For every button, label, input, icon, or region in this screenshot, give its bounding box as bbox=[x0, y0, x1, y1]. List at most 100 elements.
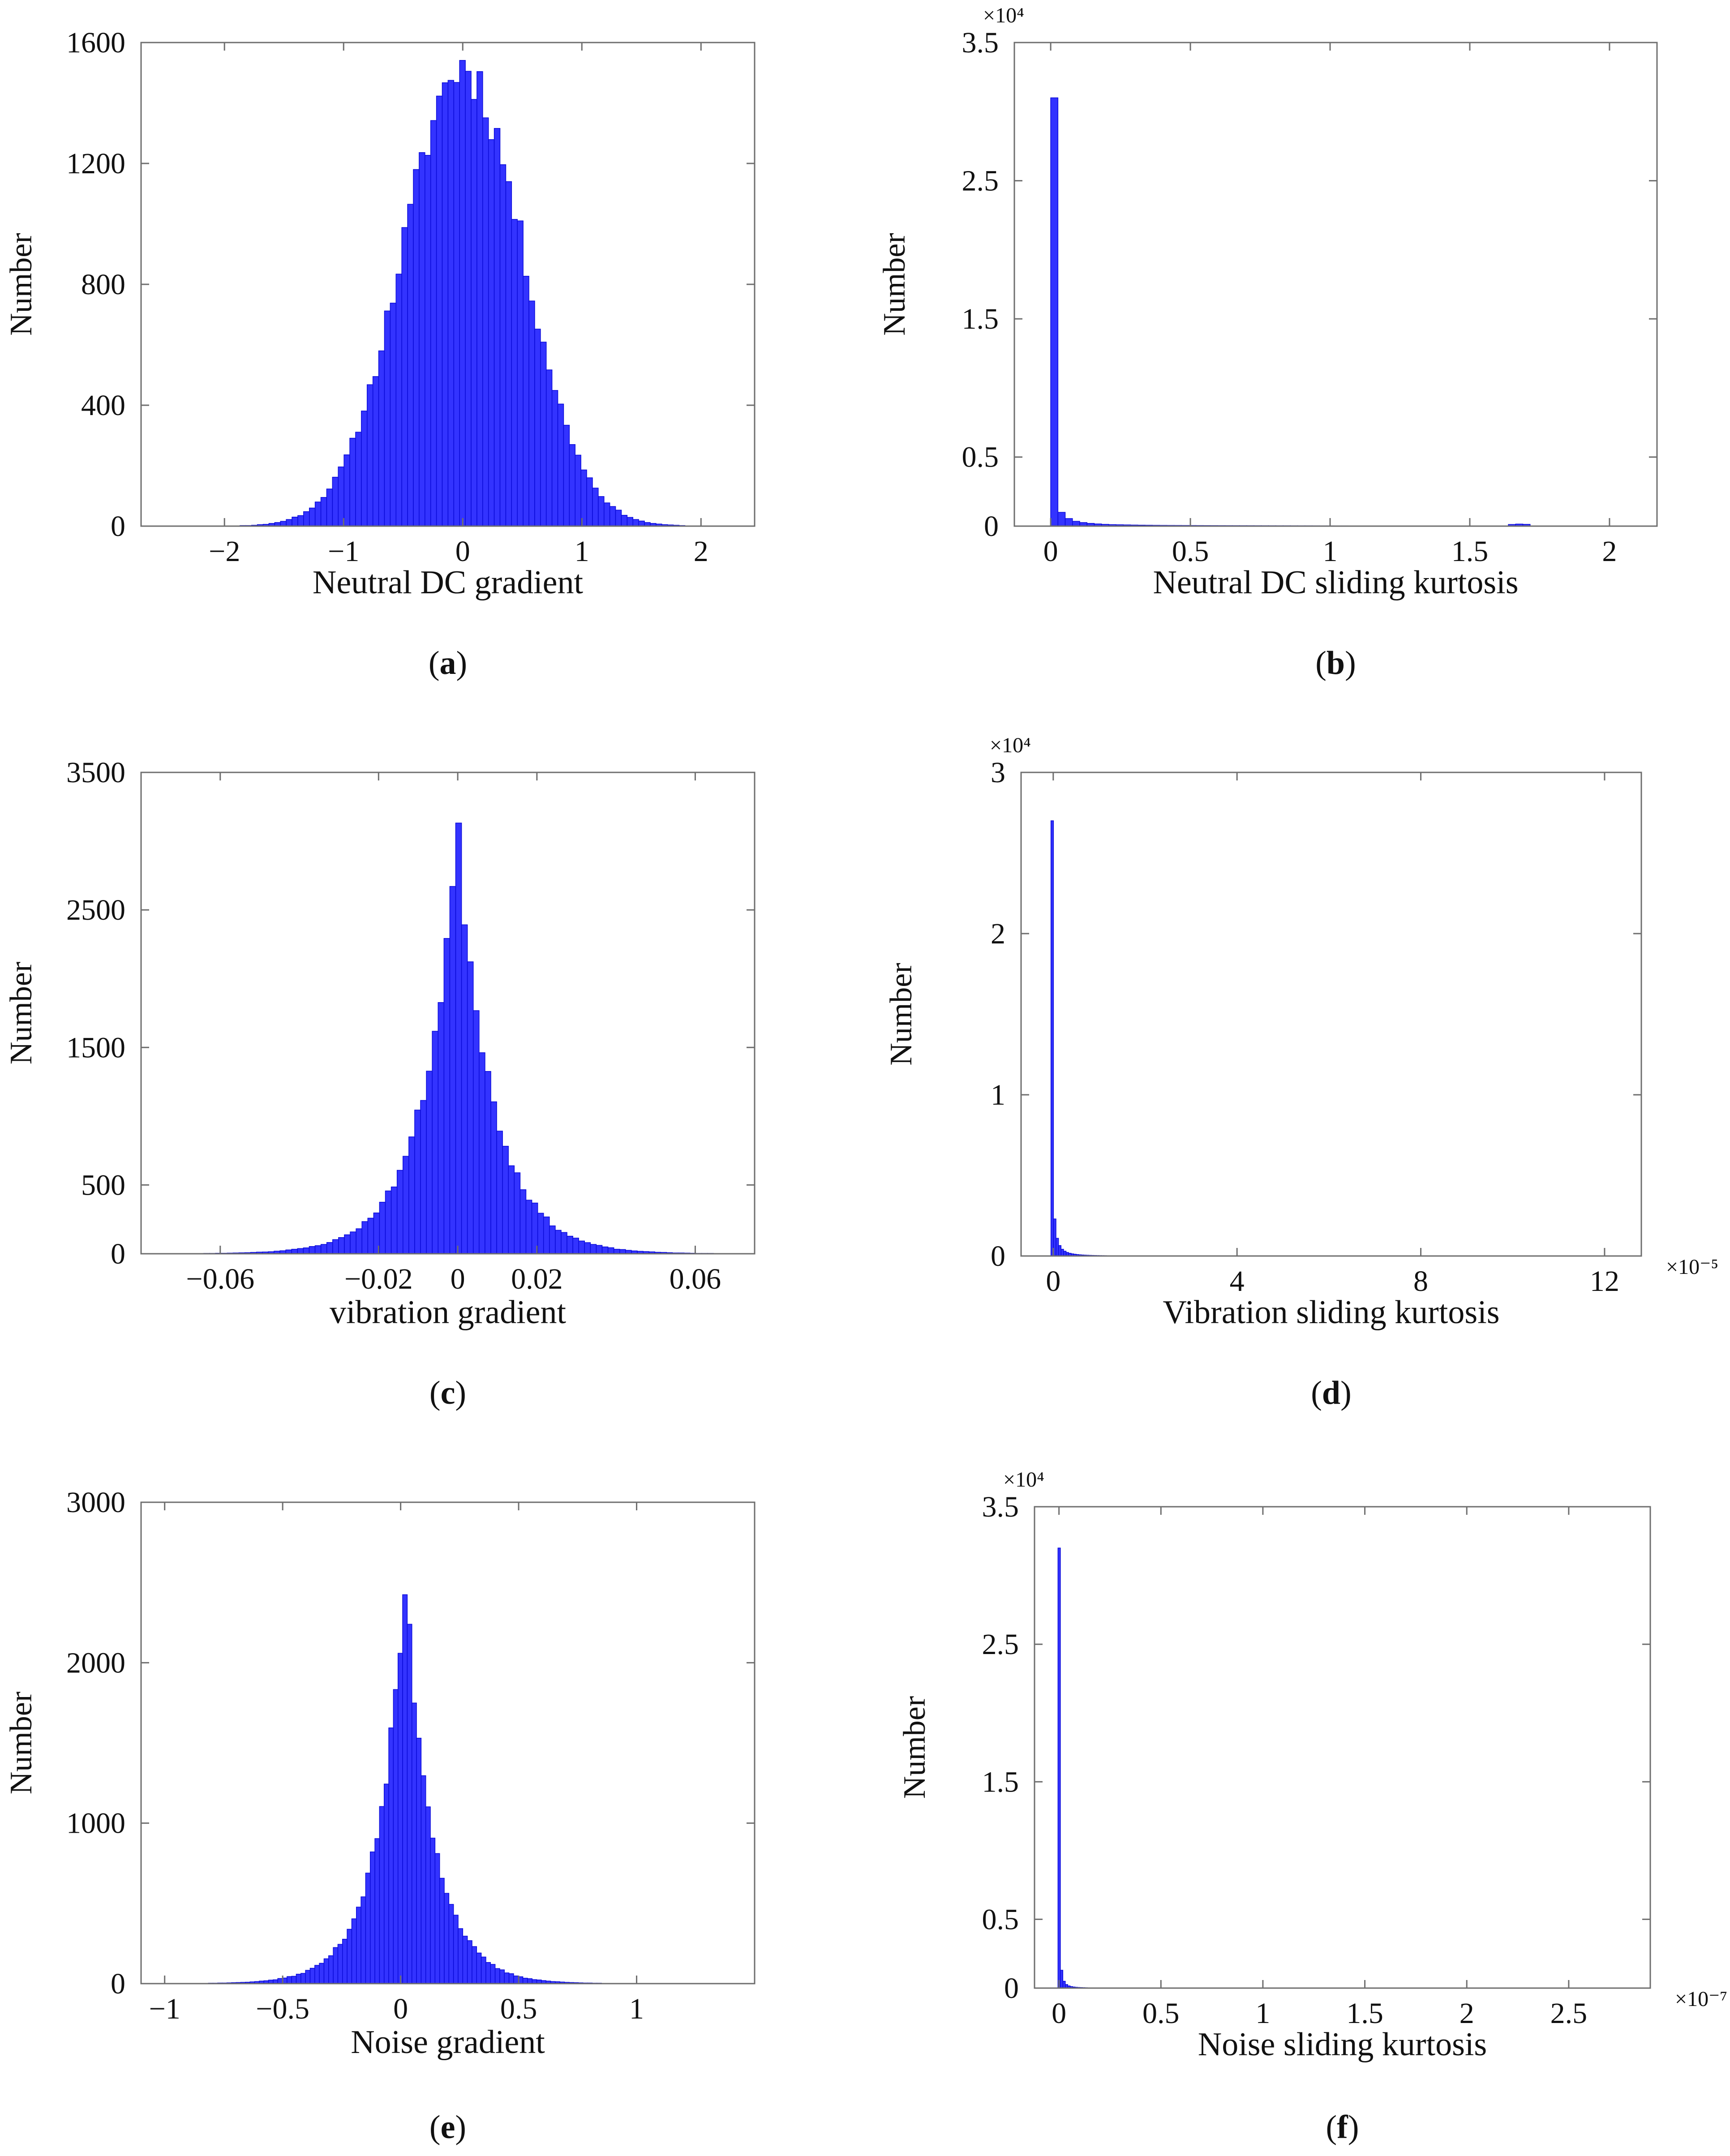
bar bbox=[379, 1202, 386, 1254]
bar bbox=[604, 502, 610, 527]
bar bbox=[342, 1938, 348, 1984]
bar bbox=[453, 82, 460, 527]
bar bbox=[420, 1100, 427, 1254]
bar bbox=[502, 1146, 509, 1254]
x-tick-label: 1.5 bbox=[1346, 1997, 1383, 2030]
bar bbox=[425, 1806, 431, 1984]
bar bbox=[448, 1904, 454, 1984]
bar bbox=[567, 1235, 573, 1254]
y-tick-label: 2.5 bbox=[982, 1628, 1019, 1661]
x-tick-label: 12 bbox=[1590, 1265, 1619, 1298]
bar bbox=[459, 60, 466, 527]
bar bbox=[430, 1838, 436, 1984]
bar bbox=[367, 384, 373, 527]
x-tick-label: −0.06 bbox=[186, 1263, 254, 1295]
bar bbox=[401, 227, 408, 527]
axes-frame bbox=[140, 1501, 756, 1985]
bar bbox=[365, 1873, 371, 1984]
x-tick-label: 0 bbox=[1046, 1265, 1060, 1298]
bar bbox=[1063, 1251, 1067, 1256]
x-tick-label: 0.02 bbox=[511, 1263, 563, 1295]
bar bbox=[467, 1940, 472, 1984]
y-axis-label: Number bbox=[4, 233, 39, 335]
bar bbox=[411, 1702, 417, 1984]
bar bbox=[439, 1877, 445, 1984]
bar bbox=[592, 488, 599, 527]
bar bbox=[287, 1976, 292, 1984]
bar bbox=[609, 506, 616, 527]
bar bbox=[505, 181, 512, 527]
y-tick-label: 3.5 bbox=[962, 26, 999, 59]
x-tick-label: 1 bbox=[1323, 535, 1338, 568]
bar bbox=[372, 376, 379, 527]
bar bbox=[455, 823, 462, 1254]
y-multiplier: ×10⁴ bbox=[1003, 1468, 1044, 1492]
x-tick-label: −0.02 bbox=[344, 1263, 413, 1295]
bar bbox=[361, 411, 368, 527]
bar bbox=[499, 164, 507, 527]
chart-e: −1 −0.5 0 0.5 1 0 1000 2000 3000 Noise gradient Nu… bbox=[4, 1486, 756, 2146]
bar bbox=[1072, 521, 1080, 527]
y-tick-label: 2 bbox=[991, 917, 1005, 950]
x-axis-label: Noise gradient bbox=[351, 2024, 545, 2061]
y-tick-label: 0.5 bbox=[962, 441, 999, 474]
bar bbox=[356, 1907, 361, 1984]
panel-label: (d) bbox=[1311, 1375, 1351, 1411]
bars-d bbox=[1050, 820, 1203, 1256]
bar bbox=[584, 1242, 591, 1254]
x-tick-label: 4 bbox=[1230, 1265, 1245, 1298]
bar bbox=[280, 521, 287, 527]
bar bbox=[488, 139, 495, 527]
x-tick-label: −1 bbox=[149, 1993, 180, 2025]
y-tick-label: 1.5 bbox=[982, 1766, 1019, 1798]
bar bbox=[344, 1234, 351, 1254]
bar bbox=[479, 1052, 485, 1254]
bar bbox=[523, 276, 529, 527]
x-tick-label: −2 bbox=[209, 535, 240, 568]
chart-c: −0.06 −0.02 0 0.02 0.06 0 500 1500 2500 3500 vibra… bbox=[4, 756, 756, 1411]
y-tick-label: 0 bbox=[111, 1967, 125, 2000]
bar bbox=[430, 120, 437, 527]
bar bbox=[309, 507, 316, 527]
bar bbox=[397, 1653, 403, 1984]
bar bbox=[537, 1213, 544, 1254]
x-tick-label: 0 bbox=[451, 1263, 465, 1295]
bar bbox=[557, 403, 564, 527]
bar bbox=[277, 1978, 283, 1984]
bar bbox=[434, 1853, 440, 1984]
y-tick-label: 0 bbox=[111, 510, 125, 543]
y-tick-label: 1200 bbox=[66, 147, 125, 180]
bar bbox=[615, 510, 622, 527]
x-tick-label: 1 bbox=[629, 1993, 644, 2025]
bar bbox=[407, 1624, 412, 1984]
y-axis-label: Number bbox=[877, 233, 912, 335]
bar bbox=[396, 1170, 404, 1254]
bar bbox=[513, 1976, 519, 1984]
x-tick-label: 0.06 bbox=[670, 1263, 721, 1295]
bars-a bbox=[222, 60, 703, 527]
bar bbox=[575, 454, 581, 527]
bar bbox=[613, 1249, 620, 1254]
chart-f: 0 0.5 1 1.5 2 2.5 0 0.5 1.5 2.5 3.5 Noise sliding k… bbox=[897, 1468, 1727, 2146]
bar bbox=[291, 1249, 298, 1254]
y-tick-label: 2.5 bbox=[962, 165, 999, 197]
y-tick-label: 2000 bbox=[66, 1646, 125, 1679]
bar bbox=[347, 1929, 352, 1984]
axes-frame bbox=[1020, 772, 1642, 1257]
x-tick-label: −0.5 bbox=[256, 1993, 309, 2025]
bar bbox=[333, 1947, 339, 1984]
bar bbox=[338, 1237, 345, 1254]
bar bbox=[467, 961, 474, 1254]
panel-label: (c) bbox=[429, 1375, 466, 1411]
bar bbox=[292, 517, 298, 527]
bar bbox=[314, 1245, 322, 1254]
bar bbox=[343, 454, 350, 527]
bar bbox=[291, 1976, 297, 1984]
bar bbox=[508, 1165, 515, 1254]
bar bbox=[482, 117, 489, 527]
y-tick-label: 3 bbox=[991, 756, 1005, 789]
axes-frame bbox=[140, 772, 756, 1255]
bar bbox=[361, 1896, 366, 1984]
bar bbox=[438, 1002, 445, 1254]
bar bbox=[517, 220, 524, 527]
